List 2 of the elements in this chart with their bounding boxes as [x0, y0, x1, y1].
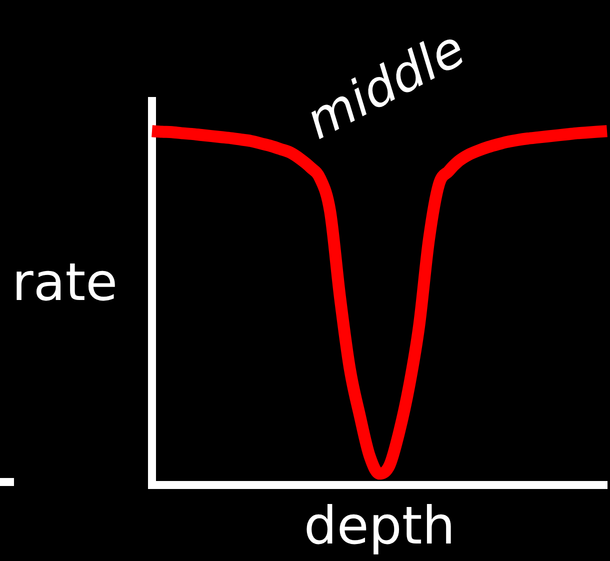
- y-axis-title: rate: [12, 253, 118, 313]
- x-axis-title: depth: [304, 496, 456, 556]
